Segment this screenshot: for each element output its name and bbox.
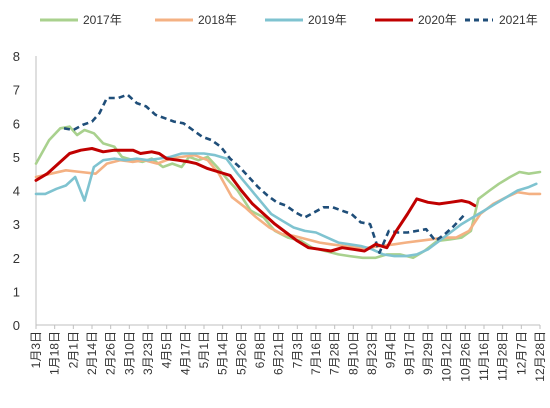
y-tick-label: 2 <box>13 251 20 266</box>
y-tick-label: 3 <box>13 217 20 232</box>
x-tick-label: 8月10日 <box>346 331 360 375</box>
x-tick-label: 5月1日 <box>197 331 211 368</box>
x-tick-label: 12月28日 <box>533 331 547 382</box>
x-tick-label: 5月26日 <box>234 331 248 375</box>
x-tick-label: 12月7日 <box>514 331 528 375</box>
x-tick-label: 9月29日 <box>421 331 435 375</box>
y-tick-label: 6 <box>13 116 20 131</box>
x-axis: 1月3日 1月18日 2月1日 2月14日 2月26日 3月10日 3月23日 4月5日 4月1… <box>29 324 547 382</box>
series-line-2018 <box>34 153 542 249</box>
x-tick-label: 6月8日 <box>253 331 267 368</box>
y-tick-label: 7 <box>13 83 20 98</box>
y-tick-label: 8 <box>13 49 20 64</box>
x-tick-label: 7月16日 <box>309 331 323 375</box>
series-layer <box>34 93 542 260</box>
x-tick-label: 9月4日 <box>384 331 398 368</box>
y-tick-label: 1 <box>13 284 20 299</box>
x-tick-label: 2月1日 <box>66 331 80 368</box>
x-tick-label: 4月17日 <box>178 331 192 375</box>
x-tick-label: 7月3日 <box>290 331 304 368</box>
y-axis: 0 1 2 3 4 5 6 7 8 <box>13 49 37 333</box>
x-tick-label: 11月16日 <box>477 331 491 381</box>
series-line-2017 <box>34 125 542 260</box>
x-tick-label: 8月23日 <box>365 331 379 375</box>
x-tick-label: 2月14日 <box>85 331 99 375</box>
y-tick-label: 4 <box>13 184 20 199</box>
x-tick-label: 6月21日 <box>272 331 286 375</box>
x-tick-label: 3月23日 <box>141 331 155 375</box>
series-line-2019 <box>34 152 538 258</box>
legend-label-2020: 2020年 <box>418 13 457 27</box>
legend: 2017年 2018年 2019年 2020年 2021年 <box>40 13 538 27</box>
x-tick-label: 2月26日 <box>104 331 118 375</box>
series-line-2021 <box>63 93 465 254</box>
legend-label-2021: 2021年 <box>499 13 538 27</box>
x-tick-label: 9月17日 <box>402 331 416 375</box>
x-tick-label: 4月5日 <box>160 331 174 368</box>
y-tick-label: 5 <box>13 150 20 165</box>
x-tick-label: 3月10日 <box>122 331 136 375</box>
x-tick-label: 5月14日 <box>216 331 230 375</box>
x-tick-label: 1月3日 <box>29 331 43 368</box>
x-tick-label: 10月12日 <box>440 331 454 382</box>
x-tick-label: 10月26日 <box>458 331 472 382</box>
y-tick-label: 0 <box>13 318 20 333</box>
legend-label-2017: 2017年 <box>83 13 122 27</box>
series-line-2020 <box>34 147 477 253</box>
x-tick-label: 1月18日 <box>48 331 62 375</box>
legend-label-2018: 2018年 <box>198 13 237 27</box>
x-tick-label: 11月28日 <box>496 331 510 381</box>
legend-label-2019: 2019年 <box>308 13 347 27</box>
x-tick-label: 7月28日 <box>328 331 342 375</box>
